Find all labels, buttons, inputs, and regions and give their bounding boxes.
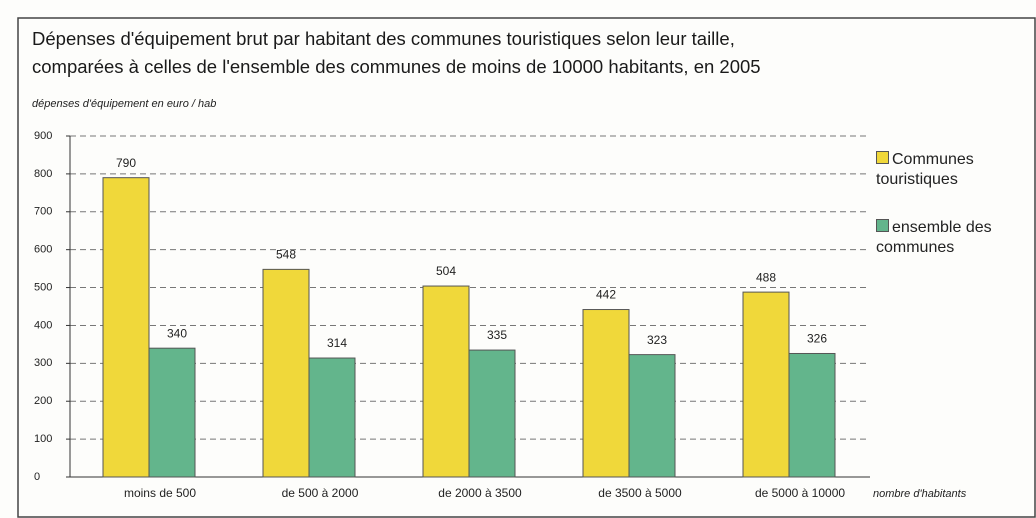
x-tick-label: de 3500 à 5000 (598, 486, 682, 500)
legend-entry: Communes touristiques (876, 150, 1031, 190)
x-tick-label: de 500 à 2000 (282, 486, 359, 500)
y-tick-label: 900 (34, 130, 52, 142)
value-label: 323 (647, 333, 667, 347)
x-tick-label: de 5000 à 10000 (755, 486, 845, 500)
x-axis-label: nombre d'habitants (873, 488, 967, 500)
x-tick-label: moins de 500 (124, 486, 196, 500)
value-label: 548 (276, 248, 296, 262)
legend-label: ensemble des communes (876, 219, 992, 256)
legend-swatch (876, 151, 889, 164)
bar (308, 357, 356, 478)
legend-swatch (876, 219, 889, 232)
y-tick-label: 300 (34, 357, 52, 369)
bar (468, 349, 516, 478)
value-label: 504 (436, 264, 456, 278)
value-label: 442 (596, 288, 616, 302)
value-label: 340 (167, 326, 187, 340)
y-tick-label: 600 (34, 244, 52, 256)
x-tick-label: de 2000 à 3500 (438, 486, 522, 500)
value-label: 488 (756, 270, 776, 284)
bar (262, 268, 310, 478)
value-label: 790 (116, 156, 136, 170)
chart-title: comparées à celles de l'ensemble des com… (32, 56, 761, 77)
value-label: 326 (807, 332, 827, 346)
y-tick-label: 400 (34, 319, 52, 331)
bar (742, 291, 790, 478)
y-tick-label: 700 (34, 206, 52, 218)
y-tick-label: 800 (34, 168, 52, 180)
y-tick-label: 100 (34, 433, 52, 445)
bar (148, 347, 196, 478)
legend-label: Communes touristiques (876, 151, 974, 188)
bar (582, 309, 630, 478)
y-axis-label: dépenses d'équipement en euro / hab (32, 98, 216, 110)
chart-title: Dépenses d'équipement brut par habitant … (32, 28, 735, 49)
y-tick-label: 200 (34, 395, 52, 407)
frame (17, 17, 1036, 518)
legend-entry: ensemble des communes (876, 218, 1031, 258)
y-tick-label: 500 (34, 281, 52, 293)
bar (102, 177, 150, 478)
bar (422, 285, 470, 478)
bar (628, 354, 676, 478)
value-label: 335 (487, 328, 507, 342)
value-label: 314 (327, 336, 347, 350)
y-tick-label: 0 (34, 471, 40, 483)
bar (788, 352, 836, 478)
